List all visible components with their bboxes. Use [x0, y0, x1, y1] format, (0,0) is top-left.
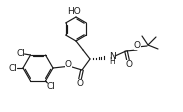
- Text: O: O: [134, 41, 141, 50]
- Text: H: H: [109, 56, 115, 66]
- Text: Cl: Cl: [16, 48, 25, 57]
- Text: O: O: [64, 59, 72, 69]
- Text: N: N: [109, 52, 115, 60]
- Text: O: O: [76, 79, 83, 87]
- Text: Cl: Cl: [46, 83, 55, 92]
- Text: HO: HO: [67, 6, 81, 15]
- Text: O: O: [126, 59, 132, 69]
- Text: Cl: Cl: [9, 64, 17, 72]
